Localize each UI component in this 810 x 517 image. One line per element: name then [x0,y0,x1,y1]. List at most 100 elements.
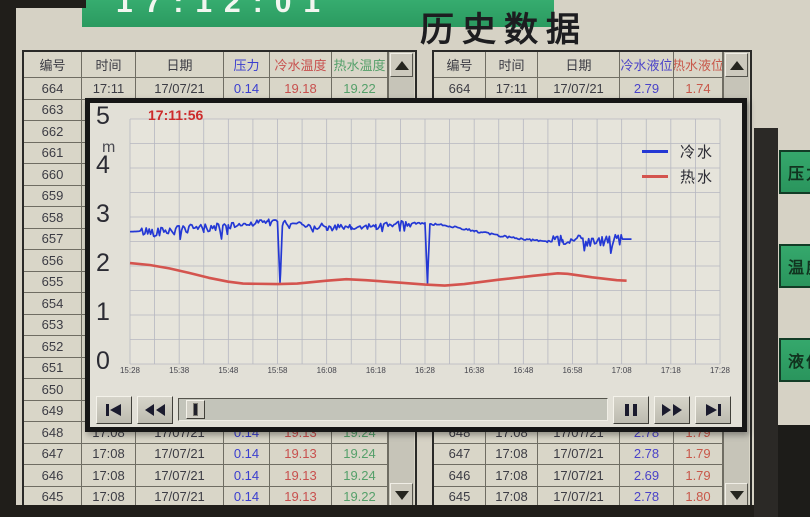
table-cell: 661 [24,142,82,164]
fast-forward-button[interactable] [654,395,690,424]
legend-line-icon [642,150,668,153]
x-axis-tick: 15:58 [267,366,288,375]
table-cell: 17/07/21 [136,443,224,465]
table-cell: 17/07/21 [136,465,224,487]
table-cell: 656 [24,250,82,272]
table-cell: 663 [24,99,82,121]
table-cell: 17:08 [82,465,136,487]
scroll-down-icon[interactable] [390,483,413,507]
table-cell: 2.78 [620,443,674,465]
table-cell: 652 [24,336,82,358]
table-cell: 2.69 [620,465,674,487]
table-cell: 17:11 [486,78,538,100]
table-cell: 0.14 [224,465,270,487]
legend-line-icon [642,175,668,178]
table-cell: 647 [434,443,486,465]
column-header: 冷水温度 [270,52,332,78]
table-cell: 653 [24,314,82,336]
table-cell: 1.79 [674,443,723,465]
side-button-2[interactable]: 温度 [779,244,810,288]
table-cell: 19.22 [332,78,388,100]
table-cell: 651 [24,357,82,379]
chart-legend: 冷水热水 [642,139,714,189]
column-header: 时间 [486,52,538,78]
legend-label: 热水 [680,169,715,186]
legend-item: 热水 [642,164,714,189]
y-axis-tick: 1 [96,298,110,326]
screen-bezel-bottom [0,505,810,517]
scroll-up-icon[interactable] [390,53,413,77]
rewind-button[interactable] [137,395,173,424]
legend-item: 冷水 [642,139,714,164]
table-cell: 655 [24,271,82,293]
column-header: 热水温度 [332,52,388,78]
table-cell: 17/07/21 [538,443,620,465]
y-axis-unit: m [102,139,116,156]
table-cell: 646 [434,465,486,487]
series-热水 [129,261,627,287]
y-axis-tick: 5 [96,102,110,130]
column-header: 热水液位 [674,52,723,78]
table-cell: 17:11 [82,78,136,100]
table-cell: 17/07/21 [538,465,620,487]
y-axis-tick: 2 [96,249,110,277]
table-cell: 19.18 [270,78,332,100]
table-cell: 19.24 [332,465,388,487]
x-axis-tick: 16:18 [365,366,386,375]
table-cell: 17:08 [486,465,538,487]
column-header: 时间 [82,52,136,78]
slider-thumb[interactable] [186,400,205,419]
scroll-up-icon[interactable] [725,53,748,77]
table-cell: 19.13 [270,465,332,487]
table-cell: 17/07/21 [538,78,620,100]
table-cell: 658 [24,207,82,229]
y-axis-tick: 3 [96,200,110,228]
x-axis-tick: 17:28 [709,366,731,375]
x-axis-tick: 15:48 [218,366,239,375]
trend-toolbar [96,395,736,424]
table-cell: 1.74 [674,78,723,100]
go-last-button[interactable] [695,395,731,424]
screen-bezel-corner [778,425,810,517]
table-cell: 1.79 [674,465,723,487]
table-cell: 649 [24,400,82,422]
y-axis-tick: 4 [96,151,110,179]
table-cell: 17/07/21 [136,78,224,100]
x-axis-tick: 16:28 [414,366,436,375]
screen-bezel-right [754,128,778,517]
table-cell: 0.14 [224,78,270,100]
table-cell: 660 [24,164,82,186]
x-axis-tick: 17:18 [660,366,681,375]
table-cell: 648 [24,422,82,444]
table-cell: 19.24 [332,443,388,465]
x-axis-tick: 16:08 [316,366,337,375]
table-cell: 17:08 [486,443,538,465]
table-cell: 664 [24,78,82,100]
time-scroll-slider[interactable] [178,398,608,421]
x-axis-tick: 15:28 [119,366,141,375]
series-冷水 [129,218,632,285]
table-cell: 17:08 [82,443,136,465]
trend-plot [129,118,721,365]
side-button-1[interactable]: 压力 [779,150,810,194]
x-axis-tick: 16:38 [464,366,485,375]
go-first-button[interactable] [96,395,132,424]
table-cell: 650 [24,379,82,401]
table-cell: 647 [24,443,82,465]
screen-bezel-left [0,0,16,517]
table-cell: 2.79 [620,78,674,100]
scroll-down-icon[interactable] [725,483,748,507]
clock-text: 17:12:01 [116,0,333,19]
clock-bar: 17:12:01 [82,0,554,27]
x-axis-tick: 17:08 [611,366,632,375]
table-cell: 19.13 [270,443,332,465]
table-cell: 657 [24,228,82,250]
y-axis-tick: 0 [96,347,110,375]
side-button-3[interactable]: 液位 [779,338,810,382]
table-cell: 664 [434,78,486,100]
trend-chart-window: 17:11:56 m 5 4 3 2 1 0 15:28 15:38 15:48 15:58 16… [85,98,747,432]
pause-button[interactable] [613,395,649,424]
column-header: 日期 [538,52,620,78]
screen-bezel-top [0,0,86,8]
column-header: 编号 [24,52,82,78]
